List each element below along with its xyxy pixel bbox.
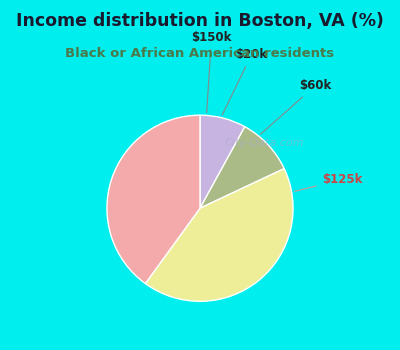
Text: $125k: $125k — [294, 173, 362, 191]
Text: $20k: $20k — [222, 48, 268, 115]
Wedge shape — [107, 115, 200, 284]
Text: Income distribution in Boston, VA (%): Income distribution in Boston, VA (%) — [16, 12, 384, 30]
Text: Black or African American residents: Black or African American residents — [66, 47, 334, 60]
Wedge shape — [200, 115, 245, 208]
Wedge shape — [145, 169, 293, 301]
Text: $150k: $150k — [191, 31, 232, 113]
Text: $60k: $60k — [261, 79, 331, 134]
Text: City-Data.com: City-Data.com — [225, 138, 304, 148]
Wedge shape — [200, 127, 284, 208]
